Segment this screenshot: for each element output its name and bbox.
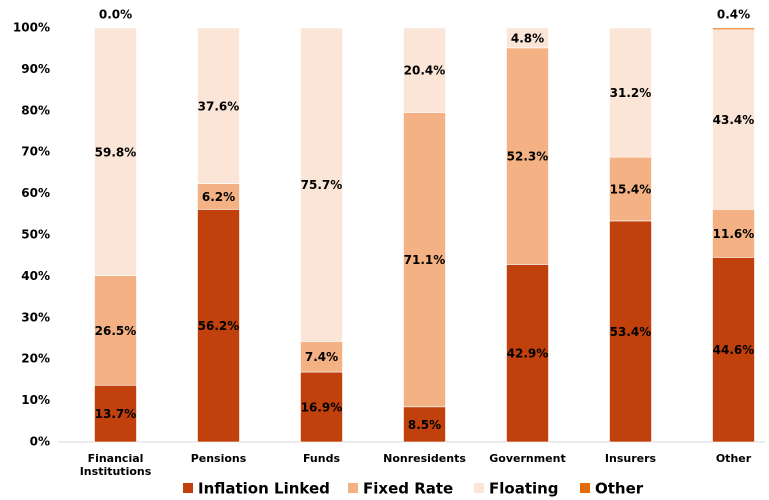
value-label: 31.2% xyxy=(610,86,652,100)
bar-segment xyxy=(94,275,137,386)
y-tick-label: 40% xyxy=(21,269,50,283)
value-label: 16.9% xyxy=(301,401,343,415)
bar-segment xyxy=(609,156,652,222)
value-label: 71.1% xyxy=(404,253,446,267)
value-label: 15.4% xyxy=(610,183,652,197)
bar-segment xyxy=(403,27,446,113)
y-tick-label: 50% xyxy=(21,228,50,242)
value-label: 20.4% xyxy=(404,64,446,78)
bar-segment xyxy=(712,27,755,30)
x-tick-label: Pensions xyxy=(190,452,247,465)
legend-label: Floating xyxy=(489,480,559,498)
bar-segment xyxy=(300,371,343,443)
y-tick-label: 30% xyxy=(21,310,50,324)
value-label: 26.5% xyxy=(95,324,137,338)
bar-segment xyxy=(712,209,755,258)
x-tick-label: Financial Institutions xyxy=(79,452,152,478)
value-label: 0.0% xyxy=(99,8,132,22)
value-label: 44.6% xyxy=(713,343,755,357)
bar-segment xyxy=(609,220,652,443)
bar-segment xyxy=(506,47,549,265)
y-tick-label: 80% xyxy=(21,103,50,117)
value-label: 7.4% xyxy=(305,350,338,364)
value-label: 4.8% xyxy=(511,31,544,45)
bar-segment xyxy=(94,384,137,443)
y-tick-label: 60% xyxy=(21,186,50,200)
legend-swatch xyxy=(183,483,193,493)
y-tick-label: 100% xyxy=(13,21,50,35)
bar-segment xyxy=(300,341,343,373)
legend-label: Other xyxy=(595,480,644,498)
value-label: 59.8% xyxy=(95,145,137,159)
value-label: 8.5% xyxy=(408,418,441,432)
y-tick-label: 0% xyxy=(30,435,50,449)
value-label: 52.3% xyxy=(507,150,549,164)
bar-segment xyxy=(197,209,240,443)
bar-segment xyxy=(506,264,549,443)
y-tick-label: 10% xyxy=(21,393,50,407)
bar-segment xyxy=(197,183,240,210)
y-tick-label: 20% xyxy=(21,352,50,366)
x-tick-label: Other xyxy=(715,452,752,465)
bar-segment xyxy=(403,406,446,443)
y-tick-label: 70% xyxy=(21,145,50,159)
bar-segment xyxy=(712,257,755,443)
bar-segment xyxy=(94,27,137,276)
legend-swatch xyxy=(348,483,358,493)
legend-label: Fixed Rate xyxy=(363,480,453,498)
value-label: 11.6% xyxy=(713,227,755,241)
value-label: 6.2% xyxy=(202,190,235,204)
x-tick-label: Nonresidents xyxy=(383,452,466,465)
value-label: 42.9% xyxy=(507,347,549,361)
legend-label: Inflation Linked xyxy=(198,480,330,498)
x-tick-label: Government xyxy=(489,452,566,465)
value-label: 53.4% xyxy=(610,325,652,339)
value-label: 0.4% xyxy=(717,8,750,22)
value-label: 75.7% xyxy=(301,178,343,192)
legend-swatch xyxy=(474,483,484,493)
value-label: 56.2% xyxy=(198,319,240,333)
bar-segment xyxy=(712,29,755,210)
value-label: 37.6% xyxy=(198,99,240,113)
bar-segment xyxy=(506,27,549,49)
y-tick-label: 90% xyxy=(21,62,50,76)
bar-segment xyxy=(609,27,652,158)
value-label: 13.7% xyxy=(95,407,137,421)
bar-segment xyxy=(403,112,446,408)
legend-swatch xyxy=(580,483,590,493)
value-label: 43.4% xyxy=(713,113,755,127)
bar-segment xyxy=(197,27,240,184)
bar-segment xyxy=(300,27,343,342)
x-tick-label: Funds xyxy=(302,452,341,465)
x-tick-label: Insurers xyxy=(604,452,657,465)
